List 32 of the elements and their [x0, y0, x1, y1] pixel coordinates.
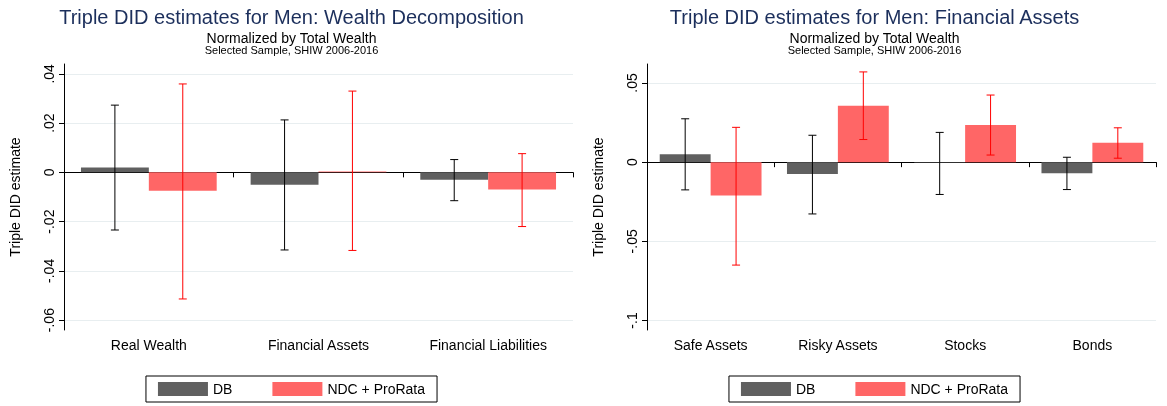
- bar: [786, 162, 838, 174]
- x-tick-label: Safe Assets: [673, 337, 748, 353]
- x-tick-label: Financial Assets: [267, 337, 370, 353]
- legend-label: NDC + ProRata: [910, 381, 1009, 397]
- y-tick-label: -.1: [624, 312, 640, 329]
- x-tick-label: Real Wealth: [110, 337, 187, 353]
- y-tick-label: 0: [624, 158, 640, 167]
- chart-title: Triple DID estimates for Men: Wealth Decomposition: [59, 6, 524, 28]
- y-tick-label: -.06: [41, 307, 57, 333]
- x-tick-label: Financial Liabilities: [429, 337, 547, 353]
- x-tick-label: Stocks: [944, 337, 987, 353]
- y-tick-label: -.04: [41, 258, 57, 283]
- bar: [1041, 162, 1093, 174]
- legend-label: DB: [212, 381, 233, 397]
- y-tick-label: 0: [41, 168, 57, 177]
- y-tick-label: .04: [41, 63, 57, 84]
- chart-title: Triple DID estimates for Men: Financial Assets: [669, 6, 1080, 28]
- y-tick-label: .05: [624, 73, 640, 93]
- legend-label: DB: [795, 381, 816, 397]
- bar: [837, 105, 889, 163]
- legend-label: NDC + ProRata: [327, 381, 426, 397]
- y-tick-label: .02: [41, 113, 57, 133]
- bar: [659, 154, 711, 163]
- bar: [965, 124, 1017, 163]
- y-axis-title: Triple DID estimate: [7, 137, 23, 257]
- x-tick-label: Risky Assets: [798, 337, 878, 353]
- y-axis-title: Triple DID estimate: [590, 137, 606, 257]
- bar: [710, 162, 762, 196]
- y-tick-label: -.05: [624, 229, 640, 254]
- bar: [1092, 142, 1144, 163]
- x-tick-label: Bonds: [1072, 337, 1113, 353]
- y-tick-label: -.02: [41, 209, 57, 234]
